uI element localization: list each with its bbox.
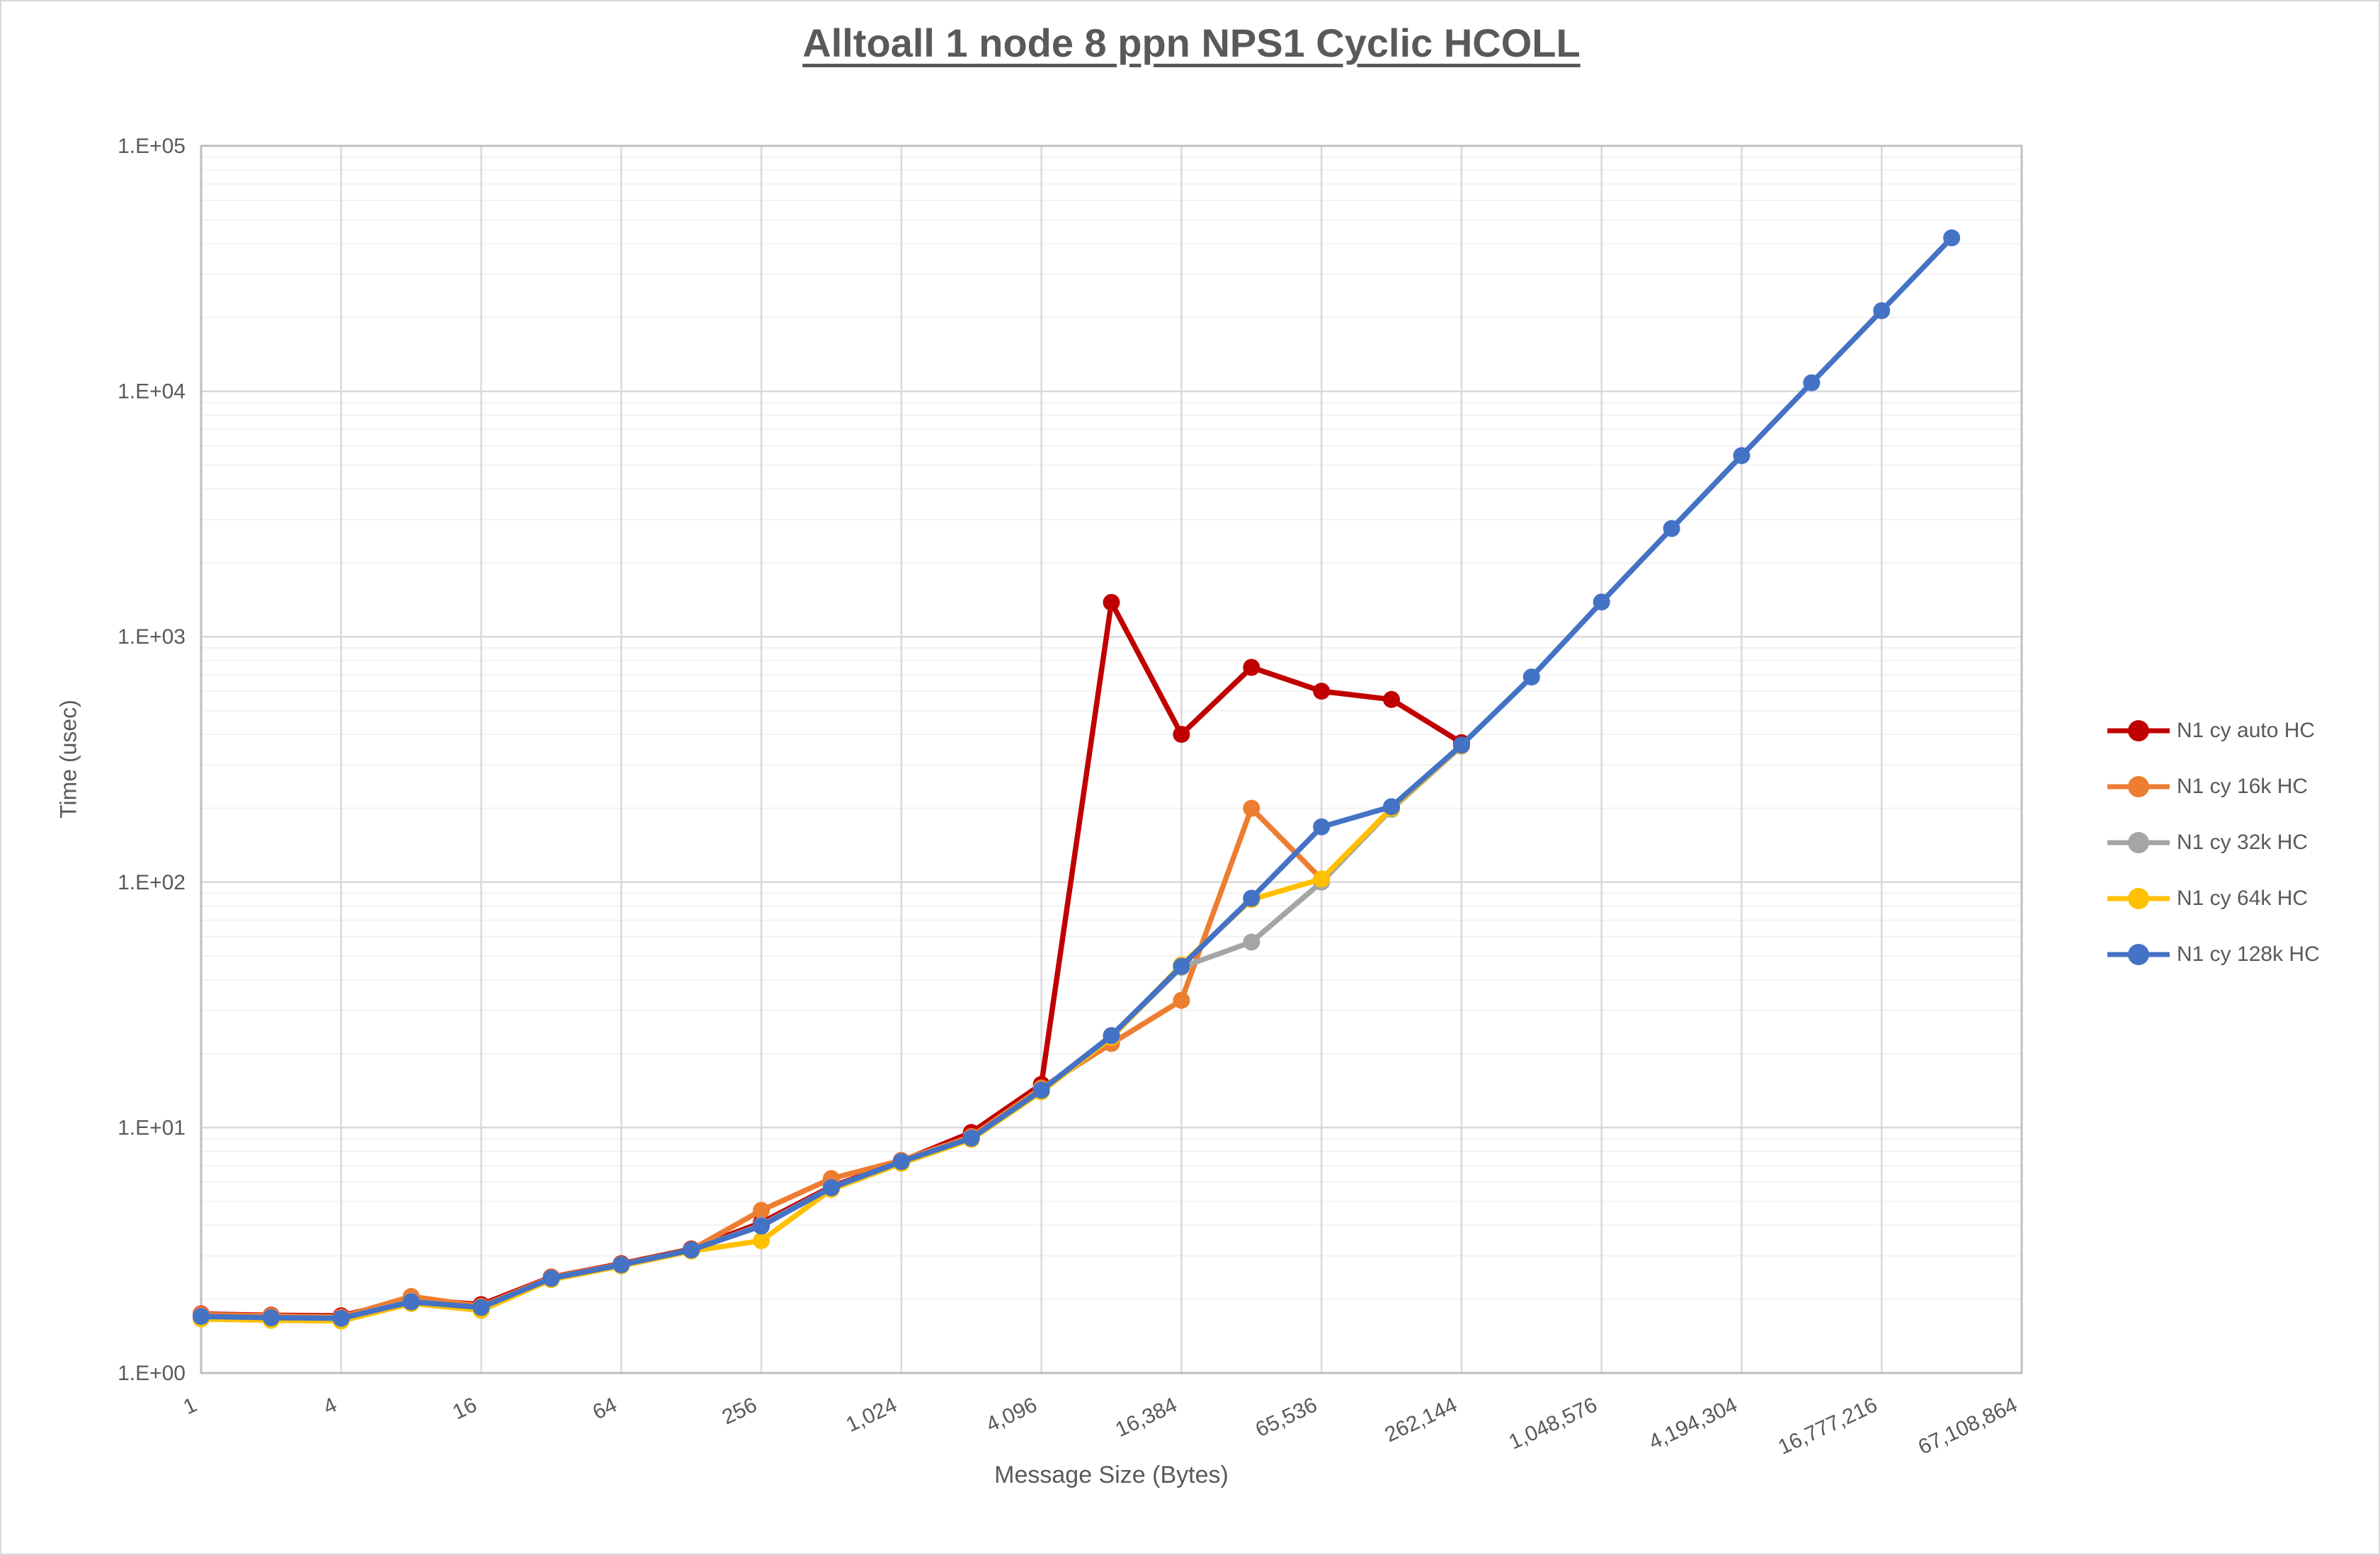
legend-label-n1-cy-128k-hc: N1 cy 128k HC [2177, 942, 2320, 966]
data-point-n1-cy-128k-hc [1803, 374, 1821, 392]
legend-dot [2128, 831, 2149, 853]
legend-item-n1-cy-auto-hc: N1 cy auto HC [2106, 702, 2320, 758]
series-line-n1-cy-auto-hc [198, 599, 1464, 1318]
data-point-n1-cy-128k-hc [262, 1309, 280, 1326]
legend-marker-n1-cy-128k-hc [2107, 943, 2170, 965]
legend-dot [2128, 719, 2149, 741]
data-point-n1-cy-auto-hc [1383, 690, 1400, 708]
x-tick-label: 4,194,304 [1646, 1393, 1741, 1454]
data-point-n1-cy-128k-hc [402, 1293, 420, 1311]
legend: N1 cy auto HC N1 cy 16k HC N1 cy 32k HC N1 … [2106, 702, 2320, 982]
plot-border [200, 144, 2023, 1374]
y-tick-label: 1.E+03 [118, 625, 186, 649]
legend-dot [2128, 943, 2149, 965]
data-point-n1-cy-auto-hc [1243, 659, 1260, 676]
legend-dot [2128, 775, 2149, 797]
legend-marker-n1-cy-32k-hc [2107, 831, 2170, 853]
legend-marker-n1-cy-64k-hc [2107, 887, 2170, 909]
data-point-n1-cy-128k-hc [1452, 736, 1470, 754]
x-tick-label: 16 [449, 1393, 480, 1424]
data-point-n1-cy-128k-hc [1032, 1081, 1050, 1099]
data-point-n1-cy-128k-hc [683, 1241, 700, 1259]
data-point-n1-cy-auto-hc [1173, 726, 1190, 744]
data-point-n1-cy-auto-hc [1103, 593, 1120, 611]
y-tick-label: 1.E+04 [118, 380, 186, 404]
legend-marker-n1-cy-auto-hc [2107, 719, 2170, 741]
legend-item-n1-cy-32k-hc: N1 cy 32k HC [2106, 814, 2320, 870]
x-axis-title: Message Size (Bytes) [994, 1462, 1229, 1488]
legend-label-n1-cy-32k-hc: N1 cy 32k HC [2177, 830, 2308, 854]
legend-label-n1-cy-64k-hc: N1 cy 64k HC [2177, 886, 2308, 910]
x-tick-label: 4,096 [983, 1393, 1041, 1437]
chart-title: Alltoall 1 node 8 ppn NPS1 Cyclic HCOLL [802, 21, 1581, 65]
data-point-n1-cy-128k-hc [332, 1309, 350, 1327]
data-point-n1-cy-64k-hc [753, 1232, 770, 1250]
data-point-n1-cy-128k-hc [1943, 229, 1961, 246]
data-point-n1-cy-128k-hc [542, 1270, 560, 1287]
x-tick-label: 256 [719, 1393, 761, 1429]
data-point-n1-cy-128k-hc [1383, 798, 1400, 816]
x-tick-label: 67,108,864 [1915, 1393, 2021, 1459]
y-tick-label: 1.E+00 [118, 1362, 186, 1385]
x-tick-label: 16,384 [1112, 1393, 1180, 1442]
y-tick-label: 1.E+01 [118, 1116, 186, 1139]
data-point-n1-cy-16k-hc [1243, 799, 1260, 817]
data-point-n1-cy-128k-hc [1173, 957, 1190, 975]
data-point-n1-cy-128k-hc [472, 1299, 490, 1316]
data-point-n1-cy-128k-hc [1243, 889, 1260, 907]
legend-item-n1-cy-16k-hc: N1 cy 16k HC [2106, 758, 2320, 814]
data-point-n1-cy-128k-hc [1873, 302, 1891, 319]
data-point-n1-cy-128k-hc [193, 1308, 210, 1326]
legend-dot [2128, 887, 2149, 909]
x-tick-label: 1,024 [843, 1393, 901, 1437]
data-point-n1-cy-128k-hc [1733, 447, 1750, 465]
data-point-n1-cy-16k-hc [1173, 991, 1190, 1009]
x-tick-label: 1,048,576 [1505, 1393, 1601, 1454]
x-tick-label: 65,536 [1252, 1393, 1321, 1442]
data-point-n1-cy-128k-hc [1103, 1027, 1120, 1044]
data-point-n1-cy-128k-hc [1522, 668, 1540, 686]
legend-label-n1-cy-auto-hc: N1 cy auto HC [2177, 718, 2316, 742]
y-tick-label: 1.E+02 [118, 871, 186, 894]
data-point-n1-cy-128k-hc [1663, 520, 1680, 537]
data-point-n1-cy-32k-hc [1243, 933, 1260, 951]
x-tick-label: 4 [320, 1393, 341, 1419]
data-point-n1-cy-16k-hc [753, 1202, 770, 1219]
x-tick-label: 64 [589, 1393, 620, 1424]
legend-label-n1-cy-16k-hc: N1 cy 16k HC [2177, 774, 2308, 798]
y-tick-label: 1.E+05 [118, 135, 186, 158]
legend-item-n1-cy-64k-hc: N1 cy 64k HC [2106, 870, 2320, 926]
legend-marker-n1-cy-16k-hc [2107, 775, 2170, 797]
data-point-n1-cy-128k-hc [892, 1153, 910, 1170]
data-point-n1-cy-auto-hc [1313, 683, 1331, 700]
data-point-n1-cy-128k-hc [753, 1217, 770, 1235]
x-tick-label: 1 [180, 1393, 200, 1419]
data-point-n1-cy-128k-hc [613, 1256, 630, 1274]
legend-item-n1-cy-128k-hc: N1 cy 128k HC [2106, 926, 2320, 982]
data-point-n1-cy-128k-hc [962, 1129, 980, 1147]
x-tick-label: 262,144 [1382, 1393, 1461, 1447]
data-point-n1-cy-64k-hc [1313, 870, 1331, 888]
data-point-n1-cy-128k-hc [823, 1179, 840, 1197]
series-line-n1-cy-128k-hc [198, 235, 1954, 1321]
data-point-n1-cy-128k-hc [1313, 818, 1331, 836]
x-tick-label: 16,777,216 [1775, 1393, 1881, 1459]
data-point-n1-cy-128k-hc [1593, 593, 1610, 611]
